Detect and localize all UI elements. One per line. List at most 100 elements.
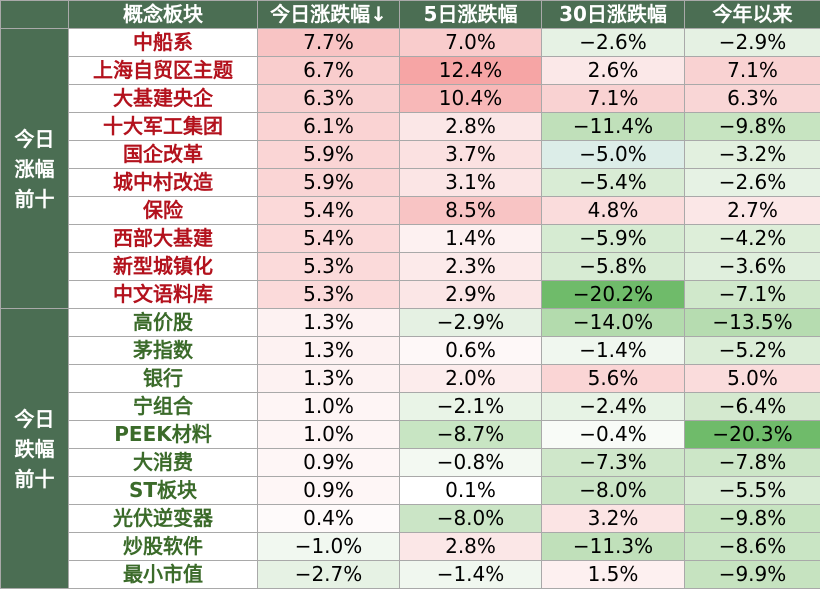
table-row[interactable]: 茅指数 1.3% 0.6% −1.4% −5.2% [1,336,820,365]
today-change-cell: 1.3% [257,308,400,337]
sector-name-cell[interactable]: 光伏逆变器 [68,504,258,533]
5day-change-cell: −2.1% [399,392,542,421]
table-row[interactable]: 今日涨幅前十 中船系 7.7% 7.0% −2.6% −2.9% [0,28,820,309]
table-row[interactable]: 新型城镇化 5.3% 2.3% −5.8% −3.6% [1,252,820,281]
30day-change-cell: −5.4% [541,168,685,197]
5day-change-cell: 0.6% [399,336,542,365]
30day-change-cell: 2.6% [541,56,685,85]
sector-name-cell[interactable]: 十大军工集团 [68,112,258,141]
sector-name-cell[interactable]: 中文语料库 [68,280,258,309]
30day-change-cell: −5.0% [541,140,685,169]
table-row[interactable]: 中文语料库 5.3% 2.9% −20.2% −7.1% [1,280,820,309]
sector-name-cell[interactable]: 大消费 [68,448,258,477]
sector-name-cell[interactable]: 西部大基建 [68,224,258,253]
today-change-cell: 5.3% [257,252,400,281]
ytd-change-cell: −2.6% [684,168,820,197]
ytd-change-cell: −7.8% [684,448,820,477]
5day-change-cell: 2.0% [399,364,542,393]
today-change-cell: 5.4% [257,196,400,225]
sector-name-cell[interactable]: PEEK材料 [68,420,258,449]
header-5day-change[interactable]: 5日涨跌幅 [399,0,542,29]
30day-change-cell: −2.6% [541,28,685,57]
30day-change-cell: −2.4% [541,392,685,421]
ytd-change-cell: −3.2% [684,140,820,169]
header-30day-change[interactable]: 30日涨跌幅 [541,0,685,29]
table-row[interactable]: 光伏逆变器 0.4% −8.0% 3.2% −9.8% [1,504,820,533]
sector-name-cell[interactable]: 高价股 [68,308,258,337]
table-row[interactable]: 大消费 0.9% −0.8% −7.3% −7.8% [1,448,820,477]
table-row[interactable]: 炒股软件 −1.0% 2.8% −11.3% −8.6% [1,532,820,561]
header-row: 概念板块 今日涨跌幅↓ 5日涨跌幅 30日涨跌幅 今年以来 [0,0,820,29]
sector-name-cell[interactable]: 上海自贸区主题 [68,56,258,85]
today-change-cell: 5.3% [257,280,400,309]
sector-name-cell[interactable]: 新型城镇化 [68,252,258,281]
30day-change-cell: −1.4% [541,336,685,365]
today-change-cell: 5.9% [257,140,400,169]
5day-change-cell: 10.4% [399,84,542,113]
sector-name-cell[interactable]: 中船系 [68,28,258,57]
ytd-change-cell: 6.3% [684,84,820,113]
table-row[interactable]: 十大军工集团 6.1% 2.8% −11.4% −9.8% [1,112,820,141]
5day-change-cell: 3.7% [399,140,542,169]
sector-name-cell[interactable]: 最小市值 [68,560,258,589]
today-change-cell: −2.7% [257,560,400,589]
ytd-change-cell: −8.6% [684,532,820,561]
table-row[interactable]: 城中村改造 5.9% 3.1% −5.4% −2.6% [1,168,820,197]
sector-name-cell[interactable]: 银行 [68,364,258,393]
group-label-top: 今日涨幅前十 [0,28,69,309]
5day-change-cell: 2.3% [399,252,542,281]
sector-name-cell[interactable]: 宁组合 [68,392,258,421]
table-row[interactable]: 今日跌幅前十 高价股 1.3% −2.9% −14.0% −13.5% [0,308,820,589]
ytd-change-cell: 5.0% [684,364,820,393]
table-row[interactable]: 上海自贸区主题 6.7% 12.4% 2.6% 7.1% [1,56,820,85]
header-ytd-change[interactable]: 今年以来 [684,0,820,29]
table-row[interactable]: 保险 5.4% 8.5% 4.8% 2.7% [1,196,820,225]
30day-change-cell: 4.8% [541,196,685,225]
table-row[interactable]: PEEK材料 1.0% −8.7% −0.4% −20.3% [1,420,820,449]
sector-name-cell[interactable]: ST板块 [68,476,258,505]
ytd-change-cell: 7.1% [684,56,820,85]
5day-change-cell: 2.8% [399,532,542,561]
ytd-change-cell: −9.9% [684,560,820,589]
5day-change-cell: 8.5% [399,196,542,225]
sector-name-cell[interactable]: 大基建央企 [68,84,258,113]
sector-name-cell[interactable]: 保险 [68,196,258,225]
30day-change-cell: 1.5% [541,560,685,589]
5day-change-cell: 2.9% [399,280,542,309]
today-change-cell: 1.3% [257,336,400,365]
today-change-cell: −1.0% [257,532,400,561]
header-today-change[interactable]: 今日涨跌幅↓ [257,0,400,29]
30day-change-cell: −14.0% [541,308,685,337]
30day-change-cell: −5.8% [541,252,685,281]
ytd-change-cell: −3.6% [684,252,820,281]
5day-change-cell: −8.0% [399,504,542,533]
table-row[interactable]: 西部大基建 5.4% 1.4% −5.9% −4.2% [1,224,820,253]
30day-change-cell: −5.9% [541,224,685,253]
sector-performance-table: 概念板块 今日涨跌幅↓ 5日涨跌幅 30日涨跌幅 今年以来 今日涨幅前十 中船系 7… [0,0,820,589]
30day-change-cell: 3.2% [541,504,685,533]
today-change-cell: 1.0% [257,392,400,421]
header-sector-name[interactable]: 概念板块 [68,0,258,29]
30day-change-cell: 5.6% [541,364,685,393]
5day-change-cell: 1.4% [399,224,542,253]
sector-name-cell[interactable]: 城中村改造 [68,168,258,197]
sector-name-cell[interactable]: 国企改革 [68,140,258,169]
table-row[interactable]: 大基建央企 6.3% 10.4% 7.1% 6.3% [1,84,820,113]
today-change-cell: 5.4% [257,224,400,253]
ytd-change-cell: −9.8% [684,504,820,533]
sector-name-cell[interactable]: 茅指数 [68,336,258,365]
today-change-cell: 1.0% [257,420,400,449]
5day-change-cell: 7.0% [399,28,542,57]
table-row[interactable]: 银行 1.3% 2.0% 5.6% 5.0% [1,364,820,393]
today-change-cell: 6.7% [257,56,400,85]
table-row[interactable]: 最小市值 −2.7% −1.4% 1.5% −9.9% [1,560,820,589]
today-change-cell: 0.4% [257,504,400,533]
table-row[interactable]: 国企改革 5.9% 3.7% −5.0% −3.2% [1,140,820,169]
ytd-change-cell: −6.4% [684,392,820,421]
ytd-change-cell: −5.5% [684,476,820,505]
table-row[interactable]: 宁组合 1.0% −2.1% −2.4% −6.4% [1,392,820,421]
table-body: 今日涨幅前十 中船系 7.7% 7.0% −2.6% −2.9% 上海自贸区主题 6.7% 12… [0,28,820,589]
sector-name-cell[interactable]: 炒股软件 [68,532,258,561]
table-row[interactable]: ST板块 0.9% 0.1% −8.0% −5.5% [1,476,820,505]
30day-change-cell: −8.0% [541,476,685,505]
